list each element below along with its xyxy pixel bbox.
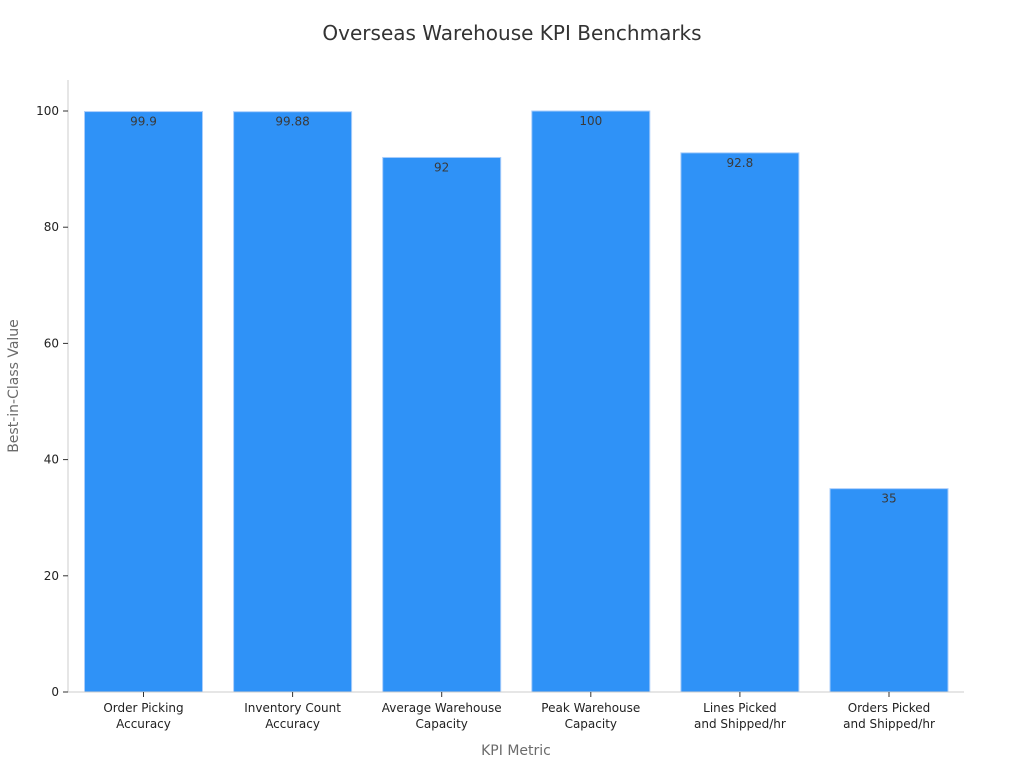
y-axis-label: Best-in-Class Value — [6, 319, 22, 453]
y-tick-label-3: 60 — [44, 336, 59, 350]
x-tick-label-line: Accuracy — [116, 717, 171, 731]
y-tick-label-1: 20 — [44, 569, 59, 583]
x-tick-label-line: Order Picking — [103, 701, 183, 715]
x-tick-label-3: Peak Warehouse Capacity — [541, 701, 640, 731]
bars-layer — [84, 110, 949, 693]
x-tick-label-4: Lines Picked and Shipped/hr — [694, 701, 786, 731]
chart-title: Overseas Warehouse KPI Benchmarks — [322, 21, 701, 45]
y-tick-label-4: 80 — [44, 220, 59, 234]
x-tick-label-line: Capacity — [565, 717, 617, 731]
x-tick-label-line: Inventory Count — [244, 701, 341, 715]
y-tick-label-5: 100 — [36, 104, 59, 118]
bar-value-label-3: 100 — [579, 114, 602, 128]
x-tick-label-5: Orders Picked and Shipped/hr — [843, 701, 935, 731]
y-tick-label-0: 0 — [51, 685, 59, 699]
y-tick-label-2: 40 — [44, 453, 59, 467]
bar-value-label-2: 92 — [434, 160, 449, 174]
x-tick-label-0: Order Picking Accuracy — [103, 701, 183, 731]
x-tick-label-line: Average Warehouse — [382, 701, 502, 715]
x-tick-label-line: Orders Picked — [848, 701, 931, 715]
x-tick-label-line: Capacity — [415, 717, 467, 731]
bar-5 — [829, 488, 949, 693]
x-tick-label-line: Peak Warehouse — [541, 701, 640, 715]
x-tick-label-line: and Shipped/hr — [843, 717, 935, 731]
y-ticks-layer: 0 20 40 60 80 100 — [36, 104, 68, 699]
bar-value-label-1: 99.88 — [275, 115, 309, 129]
bar-1 — [233, 111, 353, 693]
x-ticks-layer: Order Picking Accuracy Inventory Count Accu… — [103, 692, 935, 731]
bar-value-label-0: 99.9 — [130, 115, 157, 129]
value-labels-layer: 99.9 99.88 92 100 92.8 35 — [130, 114, 897, 506]
bar-value-label-5: 35 — [881, 492, 896, 506]
bar-2 — [382, 156, 502, 693]
bar-0 — [84, 111, 203, 693]
x-axis-label: KPI Metric — [481, 743, 551, 759]
x-tick-label-line: and Shipped/hr — [694, 717, 786, 731]
x-tick-label-2: Average Warehouse Capacity — [382, 701, 502, 731]
x-tick-label-1: Inventory Count Accuracy — [244, 701, 341, 731]
bar-value-label-4: 92.8 — [727, 156, 754, 170]
bar-4 — [680, 152, 800, 693]
bar-3 — [531, 110, 651, 693]
x-tick-label-line: Lines Picked — [703, 701, 777, 715]
x-tick-label-line: Accuracy — [265, 717, 320, 731]
